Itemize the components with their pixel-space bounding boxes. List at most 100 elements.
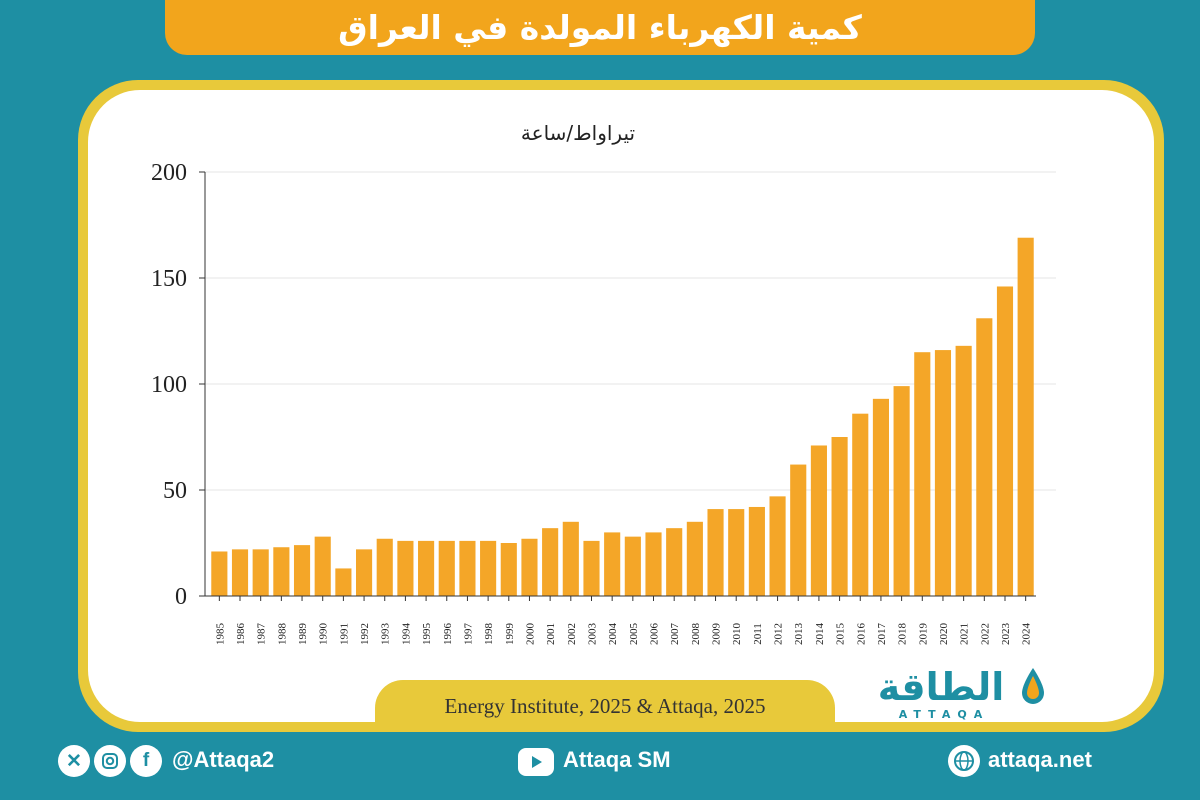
social-handle[interactable]: @Attaqa2 <box>172 747 275 772</box>
x-tick-label: 2010 <box>731 623 743 646</box>
bar <box>624 536 641 596</box>
x-tick-label: 2019 <box>917 623 929 646</box>
bar <box>1017 237 1034 596</box>
bar <box>376 538 393 596</box>
attaqa-logo: الطاقة ATTAQA <box>866 664 1052 726</box>
bar <box>418 540 435 596</box>
bar <box>831 437 848 596</box>
bar <box>293 545 311 596</box>
x-tick-label: 2000 <box>524 623 536 646</box>
x-tick-label: 2018 <box>897 623 909 646</box>
x-tick-label: 2014 <box>814 623 826 646</box>
x-tick-label: 1987 <box>256 623 268 646</box>
bar <box>996 286 1014 596</box>
bar <box>976 318 993 596</box>
social-icons: ✕ f <box>58 745 162 777</box>
bar <box>211 551 228 596</box>
globe-icon[interactable] <box>948 745 980 777</box>
x-tick-label: 1994 <box>400 623 412 646</box>
bar <box>893 386 910 596</box>
x-tick-label: 1998 <box>483 623 495 646</box>
bar <box>872 398 890 596</box>
bar <box>273 547 290 596</box>
bar <box>686 521 703 596</box>
x-tick-label: 2022 <box>979 623 991 645</box>
source-text: Energy Institute, 2025 & Attaqa, 2025 <box>444 693 766 718</box>
website-link[interactable]: attaqa.net <box>988 747 1092 772</box>
x-tick-label: 2004 <box>607 623 619 646</box>
facebook-icon[interactable]: f <box>130 745 162 777</box>
bar <box>852 413 869 596</box>
y-tick-label: 100 <box>151 372 187 398</box>
bar <box>397 540 414 596</box>
x-tick-label: 1992 <box>359 623 371 645</box>
x-tick-label: 2009 <box>711 623 723 646</box>
bar <box>728 509 745 596</box>
bar <box>335 568 352 596</box>
x-tick-label: 1988 <box>276 623 288 646</box>
x-tick-label: 2005 <box>628 623 640 646</box>
x-tick-label: 1995 <box>421 623 433 646</box>
x-tick-label: 2024 <box>1021 623 1033 646</box>
bar <box>355 549 373 596</box>
x-tick-label: 2023 <box>1000 623 1012 646</box>
logo-english: ATTAQA <box>898 708 990 721</box>
x-tick-label: 2016 <box>855 623 867 646</box>
bar <box>252 549 269 596</box>
bar <box>562 521 579 596</box>
x-tick-label: 1985 <box>214 623 226 646</box>
x-tick-label: 2012 <box>773 623 785 645</box>
bar <box>707 509 724 596</box>
x-tick-label: 2017 <box>876 623 888 646</box>
x-tick-label: 2001 <box>545 623 557 645</box>
bar <box>645 532 662 596</box>
bar <box>748 506 765 596</box>
x-tick-label: 1986 <box>235 623 247 646</box>
youtube-label[interactable]: Attaqa SM <box>563 747 671 772</box>
y-tick-label: 50 <box>163 478 187 504</box>
x-tick-label: 1997 <box>462 623 474 646</box>
y-tick-label: 0 <box>175 584 187 610</box>
bar <box>810 445 827 596</box>
bar <box>955 345 972 596</box>
bar <box>914 352 931 596</box>
logo-arabic: الطاقة <box>877 665 1005 709</box>
bar-chart: تيراواط/ساعة 0 50 100 150 200 1985 1986 1987 19… <box>151 121 1056 646</box>
bar <box>314 536 331 596</box>
y-tick-label: 200 <box>151 160 187 186</box>
bar <box>438 540 455 596</box>
bar <box>459 540 476 596</box>
x-tick-label: 2020 <box>938 623 950 646</box>
x-tick-label: 2011 <box>752 623 764 645</box>
x-tick-label: 2008 <box>690 623 702 646</box>
x-tick-label: 2015 <box>835 623 847 646</box>
footer: ✕ f @Attaqa2 Attaqa SM attaqa.net <box>0 740 1200 790</box>
instagram-icon[interactable] <box>94 745 126 777</box>
source-label: Energy Institute, 2025 & Attaqa, 2025 <box>375 680 835 732</box>
x-tick-label: 1989 <box>297 623 309 646</box>
bar <box>934 350 952 596</box>
y-tick-label: 150 <box>151 266 187 292</box>
bar <box>790 464 807 596</box>
chart-title: كمية الكهرباء المولدة في العراق <box>338 8 862 47</box>
drop-icon <box>1022 668 1044 704</box>
x-tick-label: 2003 <box>586 623 598 646</box>
bar <box>604 532 621 596</box>
bar <box>480 540 497 596</box>
youtube-icon[interactable] <box>518 748 554 776</box>
bar <box>583 540 600 596</box>
x-tick-label: 2021 <box>959 623 971 645</box>
x-tick-label: 1996 <box>442 623 454 646</box>
x-tick-label: 1999 <box>504 623 516 646</box>
x-tick-label: 2013 <box>793 623 805 646</box>
title-banner: كمية الكهرباء المولدة في العراق <box>165 0 1035 55</box>
bar <box>500 543 517 596</box>
x-tick-label: 2007 <box>669 623 681 646</box>
chart-card: تيراواط/ساعة 0 50 100 150 200 1985 1986 1987 19… <box>88 90 1154 722</box>
bar <box>542 528 559 596</box>
x-tick-label: 1993 <box>380 623 392 646</box>
x-icon[interactable]: ✕ <box>58 745 90 777</box>
bar <box>521 538 538 596</box>
x-tick-label: 1991 <box>338 623 350 645</box>
bar <box>666 528 683 596</box>
